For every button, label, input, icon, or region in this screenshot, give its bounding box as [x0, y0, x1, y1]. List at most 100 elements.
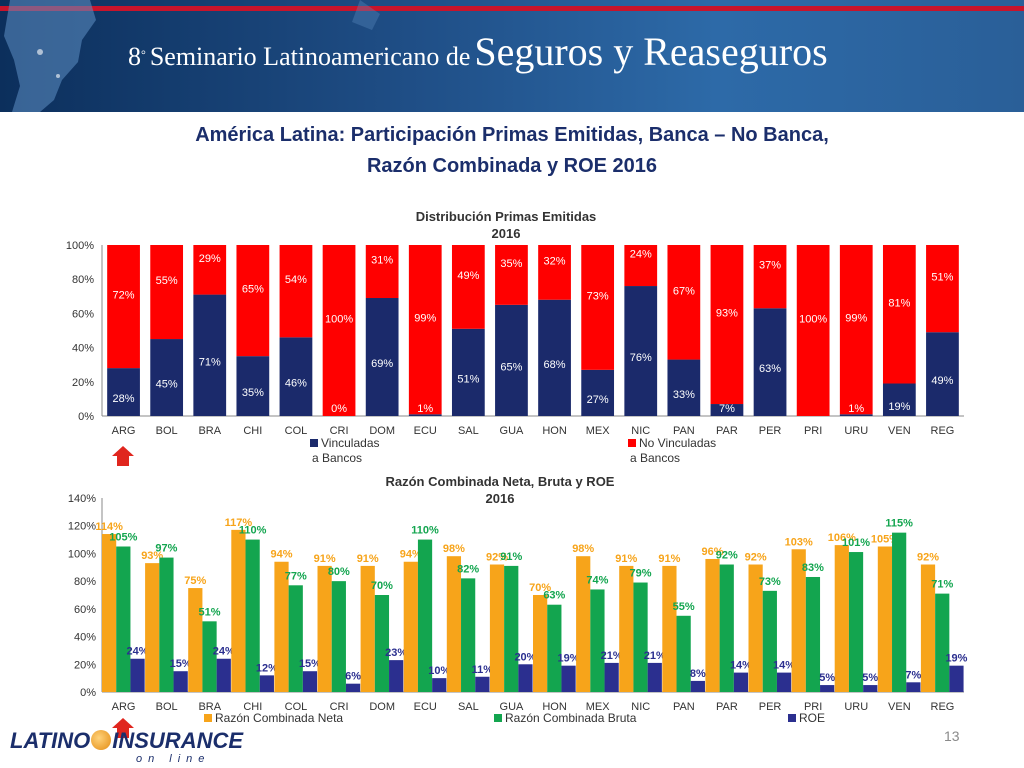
chart2-ytick: 20% [74, 659, 96, 671]
chart1-legend-swatch [628, 439, 636, 447]
chart1-ytick: 20% [72, 377, 94, 389]
label-combined-net: 92% [486, 552, 508, 564]
label-vinculadas: 76% [630, 352, 652, 364]
seminar-ordinal-sup: ° [141, 47, 146, 62]
bar-combined-gross [245, 539, 260, 692]
bar-vinculadas [451, 328, 485, 416]
bar-vinculadas [193, 294, 227, 416]
label-vinculadas: 45% [156, 379, 178, 391]
globe-icon [91, 730, 112, 750]
chart2-category-label: CHI [243, 701, 262, 713]
label-combined-gross: 74% [586, 574, 608, 586]
label-roe: 19% [558, 653, 580, 665]
label-roe: 5% [819, 672, 835, 684]
label-no-vinculadas: 51% [931, 272, 953, 284]
bar-combined-gross [116, 546, 131, 692]
chart1-category-label: COL [285, 425, 308, 437]
label-no-vinculadas: 54% [285, 274, 307, 286]
bar-roe [216, 658, 231, 692]
label-roe: 12% [256, 662, 278, 674]
chart2-ytick: 100% [68, 548, 96, 560]
bar-combined-net [662, 565, 677, 692]
bar-combined-net [446, 556, 462, 692]
bar-no-vinculadas [365, 245, 399, 299]
chart2-ytick: 40% [74, 632, 96, 644]
chart1-legend-line2: a Bancos [630, 451, 680, 465]
bar-no-vinculadas [279, 245, 313, 338]
chart1-category-label: BRA [198, 425, 221, 437]
chart-premiums-distribution: Distribución Primas Emitidas 2016 0% 20% 40%… [66, 209, 964, 465]
slide-title-line2: Razón Combinada y ROE 2016 [366, 155, 658, 177]
label-combined-net: 70% [529, 582, 551, 594]
chart1-category-label: SAL [458, 425, 479, 437]
chart1-category-label: URU [844, 425, 868, 437]
bar-combined-gross [892, 532, 907, 692]
chart2-category-label: HON [542, 701, 567, 713]
bar-vinculadas [236, 356, 270, 416]
bar-combined-gross [202, 621, 217, 692]
bar-vinculadas [538, 299, 571, 416]
bar-roe [820, 685, 835, 692]
label-no-vinculadas: 55% [156, 275, 178, 287]
label-roe: 21% [601, 650, 623, 662]
label-roe: 15% [299, 658, 321, 670]
label-combined-net: 94% [270, 549, 292, 561]
label-combined-gross: 71% [931, 579, 953, 591]
chart2-ytick: 80% [74, 576, 96, 588]
label-vinculadas: 68% [544, 359, 566, 371]
label-combined-net: 106% [828, 532, 856, 544]
bar-roe [302, 671, 318, 692]
chart2-legend-swatch [494, 714, 502, 722]
bar-no-vinculadas [538, 245, 571, 300]
label-no-vinculadas: 67% [673, 285, 695, 297]
label-roe: 19% [945, 653, 967, 665]
label-roe: 14% [773, 660, 795, 672]
chart2-ytick: 0% [80, 687, 96, 699]
chart2-category-label: PAN [673, 701, 695, 713]
chart2-legend-swatch [788, 714, 796, 722]
bar-combined-net [360, 565, 375, 692]
label-vinculadas: 7% [719, 403, 735, 415]
banner-red-stripe [0, 6, 1024, 11]
chart1-ytick: 100% [66, 240, 94, 252]
label-roe: 24% [213, 646, 235, 658]
label-no-vinculadas: 37% [759, 260, 781, 272]
chart2-ytick: 60% [74, 604, 96, 616]
bar-vinculadas [710, 404, 744, 416]
highlight-arrow-top [112, 446, 134, 466]
chart1-category-label: HON [542, 425, 567, 437]
bar-roe [647, 662, 662, 692]
seminar-ordinal: 8 [128, 42, 141, 71]
chart2-ytick: 140% [68, 493, 96, 505]
bar-vinculadas [150, 339, 184, 416]
chart2-category-label: ECU [414, 701, 437, 713]
chart2-subtitle: 2016 [486, 491, 515, 506]
bar-roe [432, 678, 447, 692]
label-vinculadas: 28% [113, 393, 135, 405]
bar-combined-gross [288, 585, 303, 692]
label-vinculadas: 35% [242, 387, 264, 399]
logo-text-left: LATINO [10, 728, 91, 753]
bar-combined-gross [935, 593, 950, 692]
label-combined-net: 91% [615, 553, 637, 565]
label-combined-net: 93% [141, 550, 163, 562]
bar-combined-net [920, 564, 936, 692]
chart1-legend-line1: No Vinculadas [639, 436, 716, 450]
label-roe: 7% [905, 669, 921, 681]
chart1-category-label: CHI [243, 425, 262, 437]
label-combined-net: 91% [658, 553, 680, 565]
chart1-ytick: 0% [78, 411, 94, 423]
label-no-vinculadas: 72% [113, 290, 135, 302]
chart2-category-label: ARG [112, 701, 136, 713]
chart1-category-label: PAR [716, 425, 738, 437]
label-combined-net: 96% [701, 546, 723, 558]
label-combined-gross: 55% [673, 601, 695, 613]
label-combined-gross: 92% [716, 550, 738, 562]
label-no-vinculadas: 100% [325, 314, 353, 326]
globe-map-icon [4, 0, 380, 112]
label-roe: 21% [644, 650, 666, 662]
label-vinculadas: 69% [371, 358, 393, 370]
bar-roe [604, 662, 619, 692]
label-combined-gross: 110% [411, 525, 439, 537]
highlight-arrow-bottom [112, 718, 134, 738]
